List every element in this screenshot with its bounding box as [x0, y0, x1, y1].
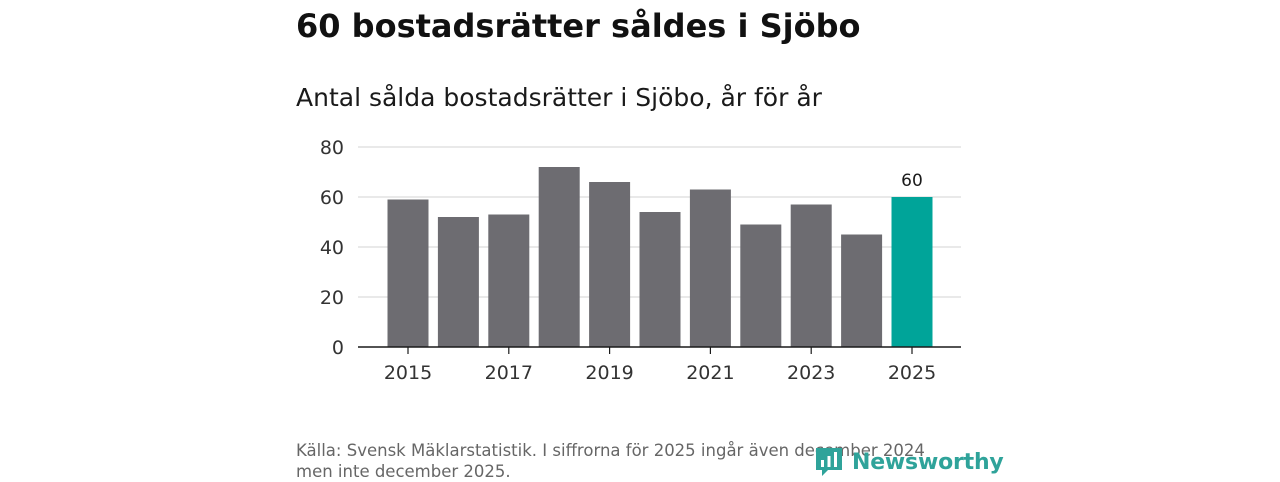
bar-2018 — [538, 167, 580, 347]
page-title: 60 bostadsrätter såldes i Sjöbo — [296, 7, 861, 45]
x-tick-label-2019: 2019 — [585, 362, 633, 384]
source-note-line-1: Källa: Svensk Mäklarstatistik. I siffror… — [296, 441, 925, 460]
data-labels: 60 — [901, 171, 923, 191]
bar-2019 — [589, 182, 631, 347]
bar-2017 — [488, 214, 530, 347]
source-note: Källa: Svensk Mäklarstatistik. I siffror… — [296, 440, 996, 482]
bar-2023 — [790, 204, 832, 347]
bar-chart: 0 20 40 60 80 2015 2017 2019 2021 2023 2025 60 — [320, 137, 961, 384]
logo-text: Newsworthy — [852, 449, 1004, 475]
bar-2021 — [689, 189, 731, 347]
x-axis-tick-labels: 2015 2017 2019 2021 2023 2025 — [384, 362, 936, 384]
newsworthy-logo: Newsworthy — [814, 444, 1004, 480]
y-tick-label-80: 80 — [320, 137, 344, 159]
bar-2022 — [740, 224, 782, 347]
bar-2015 — [387, 199, 429, 347]
x-tick-label-2025: 2025 — [888, 362, 936, 384]
data-label-2025: 60 — [901, 171, 923, 191]
source-note-line-2: men inte december 2025. — [296, 462, 511, 481]
x-tick-label-2021: 2021 — [686, 362, 734, 384]
bars — [387, 167, 933, 347]
newsworthy-logo-icon — [816, 448, 842, 476]
bar-2025 — [891, 197, 933, 347]
x-tick-label-2023: 2023 — [787, 362, 835, 384]
x-tick-label-2017: 2017 — [485, 362, 533, 384]
bar-2024 — [841, 234, 883, 347]
x-tick-label-2015: 2015 — [384, 362, 432, 384]
y-tick-label-0: 0 — [332, 337, 344, 359]
bar-2020 — [639, 212, 681, 347]
chart-subtitle: Antal sålda bostadsrätter i Sjöbo, år fö… — [296, 83, 822, 112]
y-tick-label-20: 20 — [320, 287, 344, 309]
bar-2016 — [437, 217, 479, 347]
x-axis-ticks — [407, 347, 913, 354]
y-axis-tick-labels: 0 20 40 60 80 — [320, 137, 344, 359]
y-tick-label-60: 60 — [320, 187, 344, 209]
y-tick-label-40: 40 — [320, 237, 344, 259]
